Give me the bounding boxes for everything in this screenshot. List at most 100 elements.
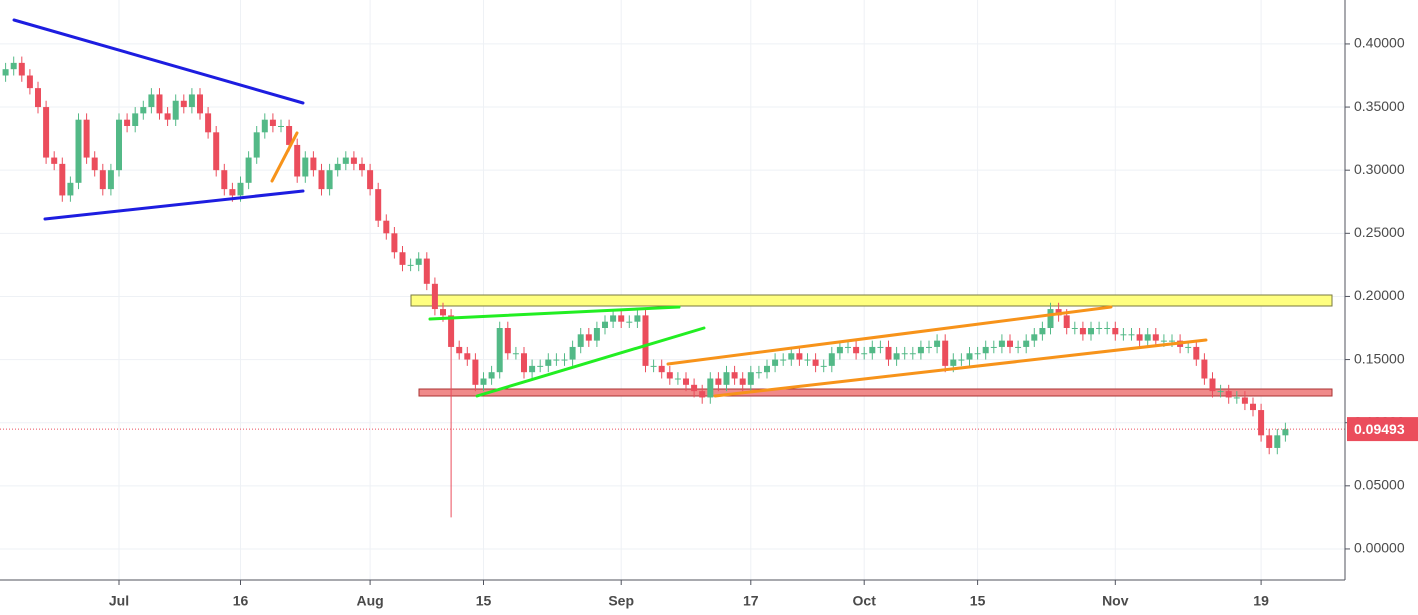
candle-body (804, 359, 811, 361)
candle-body (448, 315, 455, 347)
candle-body (1169, 340, 1175, 342)
x-tick-label: 17 (743, 593, 759, 609)
candle-body (877, 346, 884, 348)
candle-body (488, 372, 495, 379)
axis-labels: 0.000000.050000.100000.150000.200000.250… (109, 35, 1418, 609)
candle-body (1128, 334, 1135, 336)
trend-line (270, 131, 299, 183)
candle-body (480, 378, 487, 385)
candle-body (1241, 397, 1248, 404)
candle-body (156, 94, 163, 114)
candle-body (107, 170, 114, 190)
candle-body (375, 189, 382, 221)
candle-body (990, 346, 997, 348)
candle-body (666, 372, 673, 379)
candle-body (1258, 410, 1265, 436)
candle-body (1047, 309, 1054, 329)
candle-body (537, 365, 544, 367)
candle-body (116, 119, 122, 171)
candle-body (796, 353, 803, 360)
candle-body (261, 119, 268, 133)
candle-body (205, 113, 212, 133)
trend-line (12, 18, 305, 105)
candle-body (67, 182, 74, 196)
candle-body (1088, 328, 1094, 335)
candle-body (124, 119, 131, 126)
candle-body (415, 258, 422, 265)
candle-body (99, 170, 106, 190)
candle-body (197, 94, 203, 114)
candle-body (934, 340, 941, 347)
candle-body (399, 252, 406, 265)
candle-body (1063, 315, 1070, 329)
candle-body (464, 353, 471, 360)
resistance-zone (410, 294, 1333, 307)
candle-body (966, 353, 973, 360)
candle-body (650, 365, 657, 367)
candle-body (1225, 391, 1232, 398)
candle-body (998, 340, 1005, 347)
candle-body (423, 258, 430, 284)
candle-body (431, 283, 438, 310)
last-price-box (1347, 417, 1418, 442)
candle-body (1136, 334, 1143, 341)
trend-lines (12, 18, 1208, 398)
trend-line (43, 189, 305, 221)
candle-body (1039, 328, 1046, 335)
candle-body (1233, 397, 1240, 399)
candle-body (715, 378, 722, 385)
candle-body (1193, 346, 1200, 360)
trend-line (475, 326, 706, 398)
candle-body (51, 157, 58, 164)
candle-body (618, 315, 625, 322)
candle-body (440, 309, 446, 316)
candle-body (893, 353, 900, 360)
candle-body (780, 359, 787, 361)
candle-body (674, 378, 681, 380)
candle-body (561, 359, 568, 361)
candle-body (26, 75, 33, 89)
candle-body (788, 353, 795, 360)
candle-body (723, 372, 730, 385)
candle-body (699, 391, 706, 398)
candle-body (917, 346, 924, 354)
candle-body (642, 315, 649, 366)
candle-body (334, 163, 341, 171)
trend-line (713, 338, 1208, 398)
candle-body (456, 346, 463, 354)
candle-body (342, 157, 349, 164)
candle-body (188, 94, 195, 108)
candle-body (1144, 334, 1151, 341)
candle-body (1185, 346, 1192, 348)
y-tick-label: 0.40000 (1354, 35, 1405, 51)
candle-body (237, 182, 244, 196)
candle-body (148, 94, 155, 108)
candle-body (731, 372, 738, 379)
candle-body (926, 346, 932, 348)
candle-body (1160, 340, 1167, 342)
candle-body (407, 264, 414, 266)
candle-body (553, 359, 560, 361)
candle-body (683, 378, 689, 385)
candle-body (1071, 328, 1078, 330)
candle-body (1120, 334, 1127, 336)
candle-body (747, 372, 754, 385)
candle-body (472, 359, 479, 385)
x-tick-label: 15 (476, 593, 492, 609)
candle-body (1015, 346, 1022, 348)
candle-body (909, 353, 916, 355)
candle-body (820, 365, 827, 367)
candle-body (2, 69, 9, 76)
candle-body (885, 346, 892, 360)
candle-body (958, 359, 965, 361)
candle-body (1217, 391, 1224, 393)
candle-body (310, 157, 317, 171)
candle-body (10, 62, 17, 70)
candle-body (901, 353, 908, 355)
y-tick-label: 0.15000 (1354, 350, 1405, 366)
candle-body (602, 321, 608, 329)
candle-body (1007, 340, 1013, 347)
candles (0, 56, 1345, 518)
candle-body (545, 359, 552, 366)
candle-body (828, 353, 835, 366)
